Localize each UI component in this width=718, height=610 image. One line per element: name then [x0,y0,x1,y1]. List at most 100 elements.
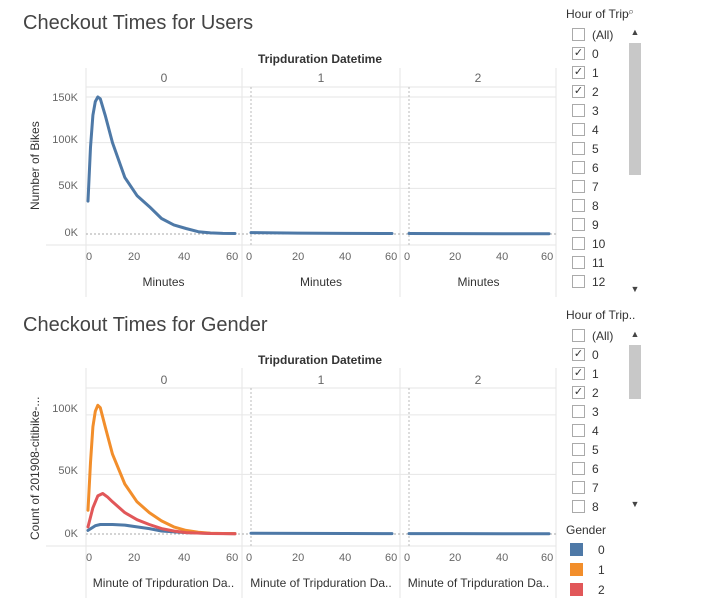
x-tick-g1-0: 0 [246,552,253,564]
filter-item-5[interactable]: 5 [572,139,599,158]
filter-checkbox[interactable] [572,218,585,231]
filter-checkbox[interactable] [572,180,585,193]
filter-item-label: (All) [592,27,614,42]
pane-label-gender-2: 2 [474,373,482,387]
filter-item-3[interactable]: 3 [572,101,599,120]
filter-checkbox[interactable] [572,405,585,418]
filter-item-label: 12 [592,274,606,289]
filter-item-7[interactable]: 7 [572,478,599,497]
scrollbar-thumb[interactable] [629,43,641,175]
filter-item-label: 1 [592,65,599,80]
x-tick-u1-40: 40 [339,251,352,263]
filter-item-0[interactable]: ✓ 0 [572,345,599,364]
filter-item-label: 5 [592,442,599,457]
x-tick-g1-20: 20 [292,552,305,564]
legend-label: 1 [598,562,605,577]
x-tick-u1-20: 20 [292,251,305,263]
filter-checkbox[interactable] [572,123,585,136]
filter-checkbox[interactable] [572,424,585,437]
filter-checkbox[interactable]: ✓ [572,66,585,79]
filter-item-0[interactable]: ✓ 0 [572,44,599,63]
scroll-down-arrow-icon[interactable]: ▼ [630,499,640,509]
filter-checkbox[interactable] [572,199,585,212]
filter-item-12[interactable]: 12 [572,272,605,291]
filter-scrollbar-2[interactable]: ▲ ▼ [628,329,642,513]
pane-label-users-0: 0 [160,71,168,85]
x-tick-u0-0: 0 [86,251,93,263]
x-axis-label-users-0: Minutes [142,275,185,289]
filter-item-4[interactable]: 4 [572,421,599,440]
x-tick-u0-40: 40 [178,251,191,263]
filter-checkbox[interactable] [572,500,585,513]
filter-item-label: 3 [592,103,599,118]
y-tick-users-0k: 0K [64,227,78,239]
filter-checkbox[interactable]: ✓ [572,47,585,60]
filter-item-label: 6 [592,160,599,175]
legend-item-2[interactable]: 2 [570,580,605,599]
filter-item-8[interactable]: 8 [572,497,599,516]
filter-item-4[interactable]: 4 [572,120,599,139]
x-tick-u1-60: 60 [385,251,398,263]
legend-swatch [570,563,583,576]
x-tick-u1-0: 0 [246,251,253,263]
filter-checkbox[interactable]: ✓ [572,367,585,380]
filter-item-6[interactable]: 6 [572,459,599,478]
filter-item-label: 0 [592,347,599,362]
scroll-down-arrow-icon[interactable]: ▼ [630,284,640,294]
filter-checkbox[interactable] [572,237,585,250]
filter-scrollbar-1[interactable]: ▲ ▼ [628,27,642,297]
filter-checkbox[interactable] [572,275,585,288]
x-tick-g2-20: 20 [449,552,462,564]
filter-checkbox[interactable]: ✓ [572,386,585,399]
column-header-users: Tripduration Datetime [258,52,383,66]
filter-item-7[interactable]: 7 [572,177,599,196]
filter-checkbox[interactable]: ✓ [572,85,585,98]
filter-title-hour-of-trip: Hour of Trip [566,7,629,21]
filter-item-6[interactable]: 6 [572,158,599,177]
legend-label: 2 [598,582,605,597]
y-tick-users-100k: 100K [52,134,78,146]
filter-item-8[interactable]: 8 [572,196,599,215]
filter-checkbox[interactable] [572,443,585,456]
scrollbar-thumb[interactable] [629,345,641,399]
series-line-users-pane-1 [249,231,394,235]
column-header-gender: Tripduration Datetime [258,353,383,367]
x-axis-label-users-1: Minutes [299,275,343,289]
filter-item-all[interactable]: (All) [572,326,613,345]
filter-checkbox[interactable] [572,329,585,342]
filter-item-label: 4 [592,423,599,438]
x-axis-label-gender-0: Minute of Tripduration Da.. [92,576,235,590]
filter-item-2[interactable]: ✓ 2 [572,383,599,402]
filter-item-11[interactable]: 11 [572,253,604,272]
filter-checkbox[interactable] [572,142,585,155]
filter-checkbox[interactable] [572,104,585,117]
legend-swatch [570,583,583,596]
filter-checkbox[interactable] [572,462,585,475]
filter-checkbox[interactable] [572,481,585,494]
legend-item-0[interactable]: 0 [570,540,605,559]
filter-checkbox[interactable] [572,256,585,269]
pane-label-gender-0: 0 [160,373,168,387]
filter-item-all[interactable]: (All) [572,25,613,44]
x-tick-g0-40: 40 [178,552,191,564]
x-tick-u0-20: 20 [128,251,141,263]
filter-item-9[interactable]: 9 [572,215,599,234]
legend-item-1[interactable]: 1 [570,560,605,579]
legend-title-gender: Gender [566,523,607,537]
filter-checkbox[interactable] [572,28,585,41]
scroll-up-arrow-icon[interactable]: ▲ [630,27,640,37]
filter-item-1[interactable]: ✓ 1 [572,63,599,82]
search-icon[interactable]: ⌕ [628,6,635,18]
filter-item-label: 6 [592,461,599,476]
scroll-up-arrow-icon[interactable]: ▲ [630,329,640,339]
x-tick-g2-40: 40 [496,552,509,564]
filter-item-2[interactable]: ✓ 2 [572,82,599,101]
filter-item-1[interactable]: ✓ 1 [572,364,599,383]
x-tick-u2-40: 40 [496,251,509,263]
filter-item-3[interactable]: 3 [572,402,599,421]
filter-item-5[interactable]: 5 [572,440,599,459]
filter-checkbox[interactable] [572,161,585,174]
filter-item-10[interactable]: 10 [572,234,605,253]
filter-checkbox[interactable]: ✓ [572,348,585,361]
